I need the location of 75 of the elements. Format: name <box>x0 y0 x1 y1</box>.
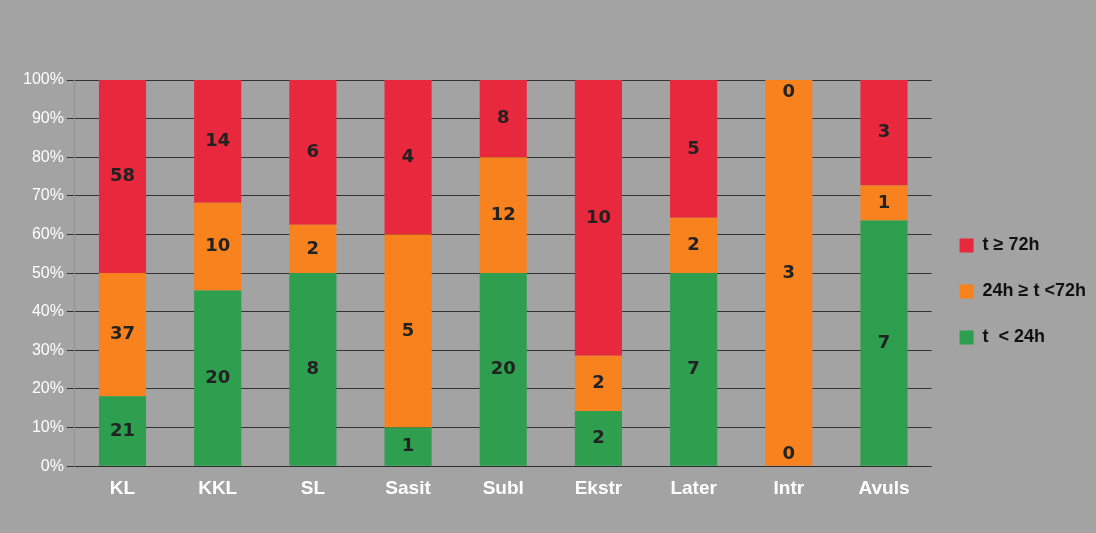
annotation: 3 <box>877 120 891 142</box>
y-tick-label: 30% <box>31 340 64 358</box>
annotation: 6 <box>306 140 320 162</box>
y-tick-label: 100% <box>23 70 64 88</box>
bar <box>479 80 527 158</box>
x-tick-label: Subl <box>482 476 524 498</box>
annotation: 12 <box>490 202 516 224</box>
x-tick-label: KKL <box>198 476 238 498</box>
annotation: 1 <box>877 190 891 212</box>
x-tick-label: Later <box>670 476 718 498</box>
y-tick-label: 10% <box>31 417 64 435</box>
bar <box>765 80 813 466</box>
x-tick-label: Avuls <box>858 476 910 498</box>
bar <box>194 290 242 466</box>
bar <box>670 80 718 218</box>
annotation: 7 <box>877 330 891 352</box>
bar <box>384 234 432 428</box>
annotation: 20 <box>490 357 516 379</box>
bar <box>289 80 337 225</box>
annotation: 14 <box>205 129 231 151</box>
annotation: 8 <box>306 357 320 379</box>
annotation: 10 <box>585 205 611 227</box>
annotation: 8 <box>496 106 510 128</box>
bar <box>479 273 527 466</box>
bar <box>194 202 242 291</box>
bar <box>384 80 432 235</box>
y-tick-label: 60% <box>31 224 64 242</box>
bar <box>574 80 622 356</box>
bar <box>574 410 622 466</box>
y-tick-label: 50% <box>31 263 64 281</box>
x-tick-label: SL <box>300 476 326 498</box>
annotation: 37 <box>109 322 136 344</box>
bar <box>289 224 337 274</box>
bar <box>479 157 527 274</box>
y-tick-label: 40% <box>31 302 64 320</box>
legend-label: t < 24h <box>982 326 1046 347</box>
annotation: 2 <box>687 233 700 255</box>
annotation: 2 <box>592 426 605 448</box>
annotation: 2 <box>306 236 320 258</box>
bar <box>860 80 908 186</box>
bar <box>670 217 718 274</box>
annotation: 58 <box>109 164 136 186</box>
y-tick-label: 20% <box>31 379 64 397</box>
legend-label: t ≥ 72h <box>982 234 1040 255</box>
bar <box>98 80 147 274</box>
annotation: 1 <box>401 434 415 456</box>
annotation: 21 <box>109 418 136 440</box>
annotation: 3 <box>782 260 796 282</box>
x-tick-label: Ekstr <box>574 476 623 498</box>
annotation: 7 <box>687 357 700 379</box>
y-tick-label: 90% <box>31 109 64 127</box>
annotation: 20 <box>205 365 231 387</box>
annotation: 10 <box>205 234 231 256</box>
legend-label: 24h ≥ t <72h <box>982 280 1086 301</box>
bar <box>860 220 908 466</box>
bar <box>670 273 718 466</box>
annotation: 0 <box>782 441 796 463</box>
annotation: 5 <box>401 318 415 340</box>
annotation: 5 <box>687 136 700 158</box>
annotation: 4 <box>401 144 415 166</box>
bar <box>574 355 622 411</box>
y-tick-label: 0% <box>40 456 64 474</box>
annotation: 2 <box>592 371 605 393</box>
x-tick-label: Intr <box>773 476 805 498</box>
bar <box>384 427 432 466</box>
x-tick-label: KL <box>109 476 136 498</box>
bar <box>98 273 147 397</box>
bar <box>98 396 147 466</box>
bar <box>289 273 337 466</box>
bar <box>194 80 242 203</box>
y-tick-label: 70% <box>31 186 64 204</box>
annotation: 0 <box>782 79 796 101</box>
x-tick-label: Sasit <box>385 476 432 498</box>
y-tick-label: 80% <box>31 147 64 165</box>
bar <box>860 185 908 221</box>
